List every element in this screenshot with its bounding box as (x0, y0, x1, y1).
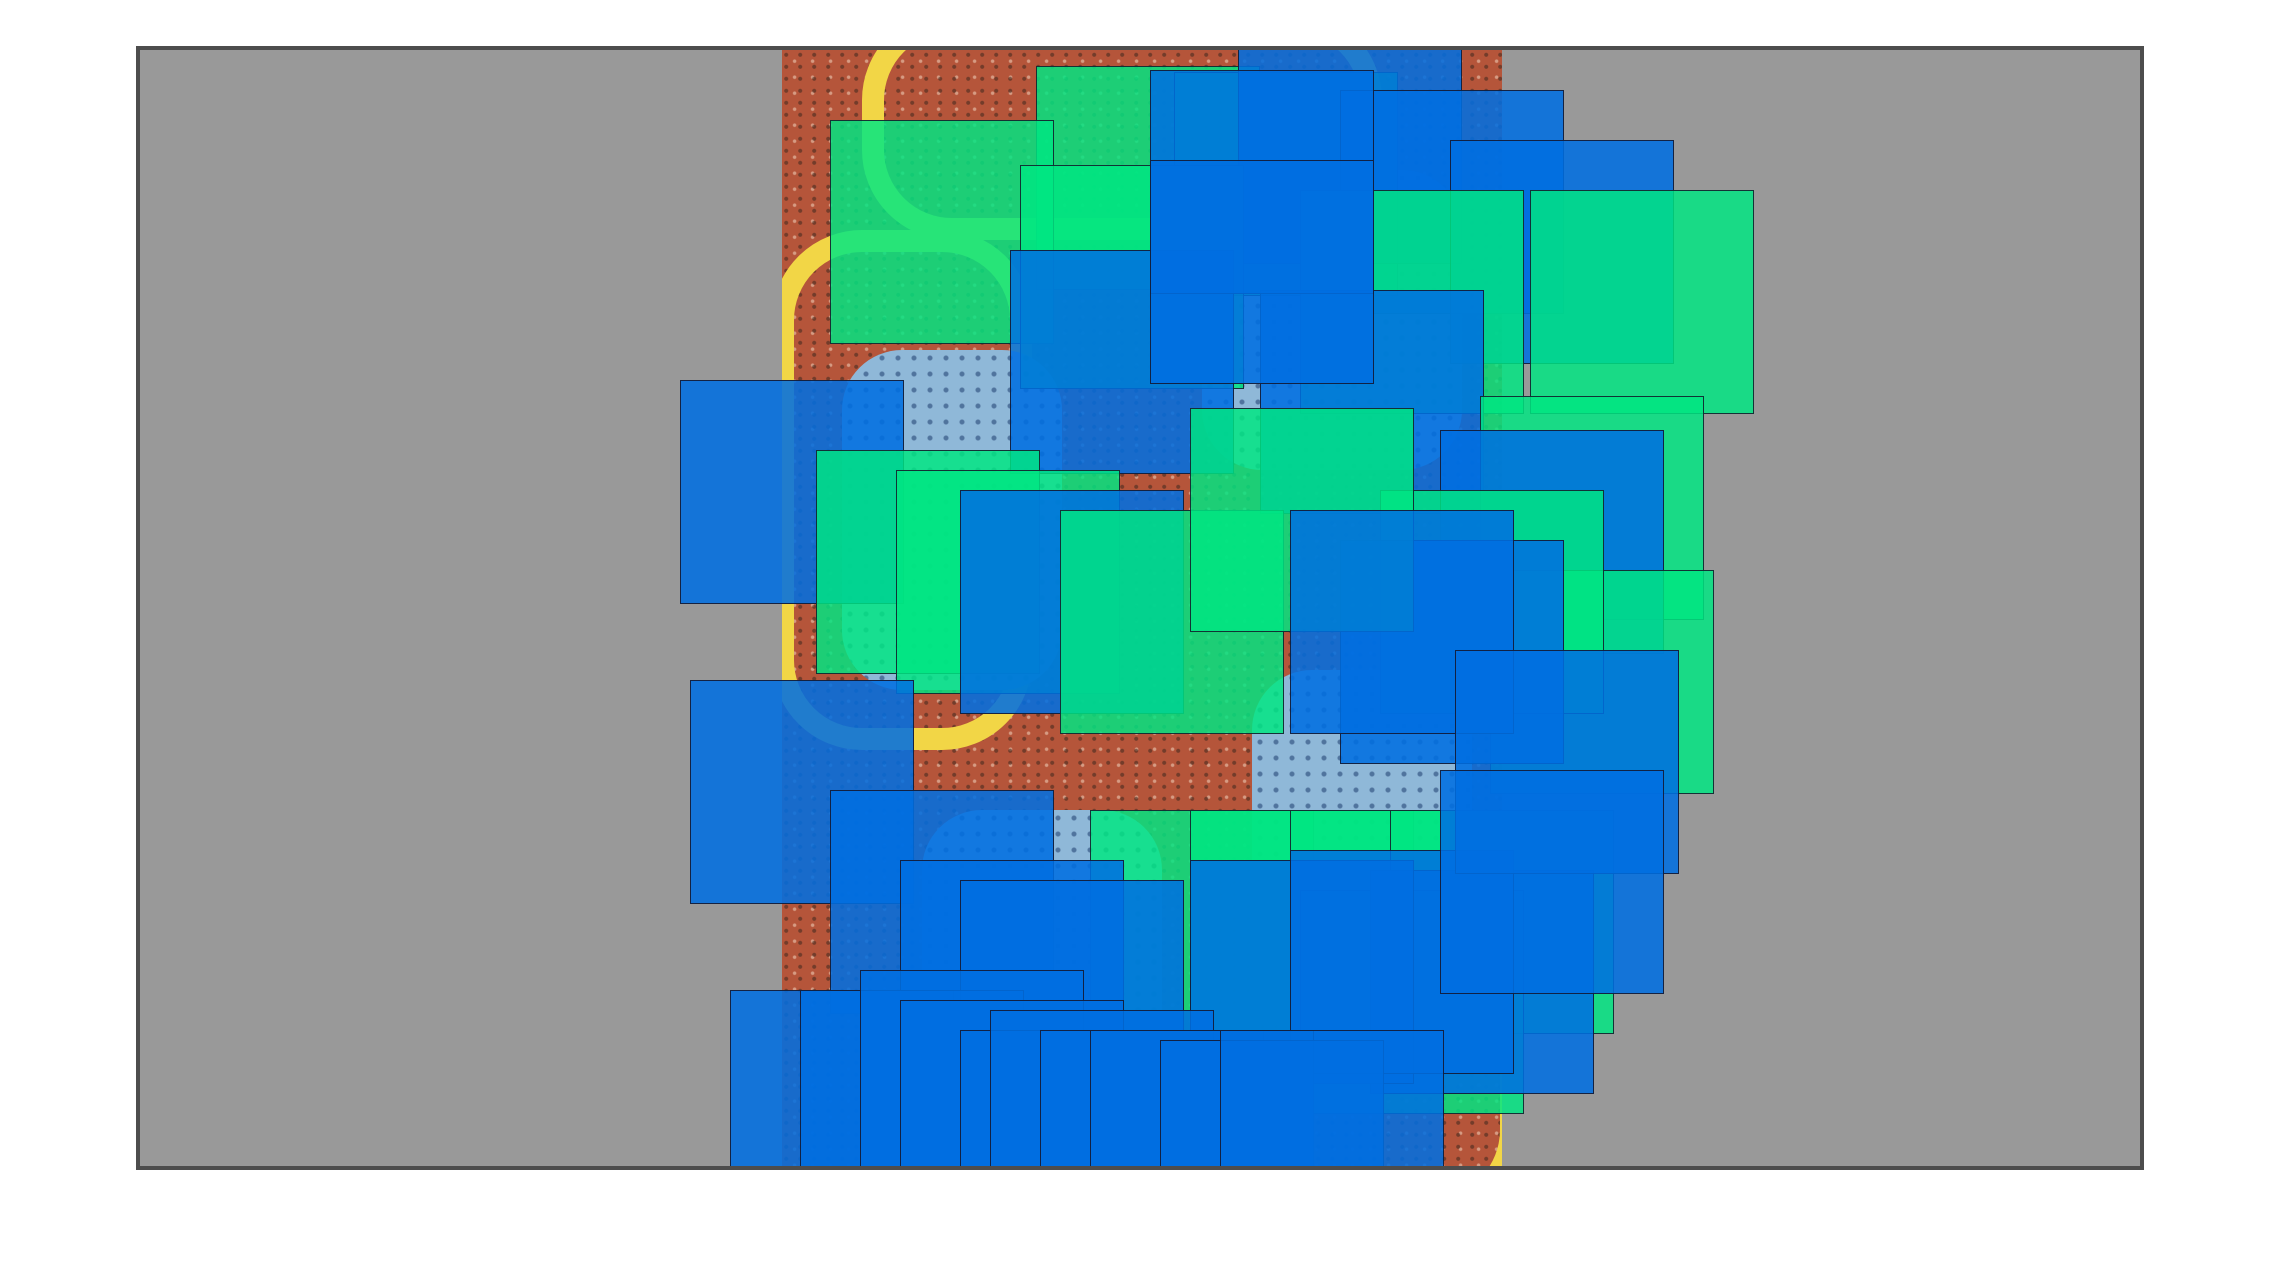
green-square (1530, 190, 1754, 414)
blue-square (1150, 160, 1374, 384)
blue-square (1440, 770, 1664, 994)
blue-square (1220, 1030, 1444, 1166)
canvas-frame (136, 46, 2144, 1170)
square-overlay-layer (140, 50, 2140, 1166)
